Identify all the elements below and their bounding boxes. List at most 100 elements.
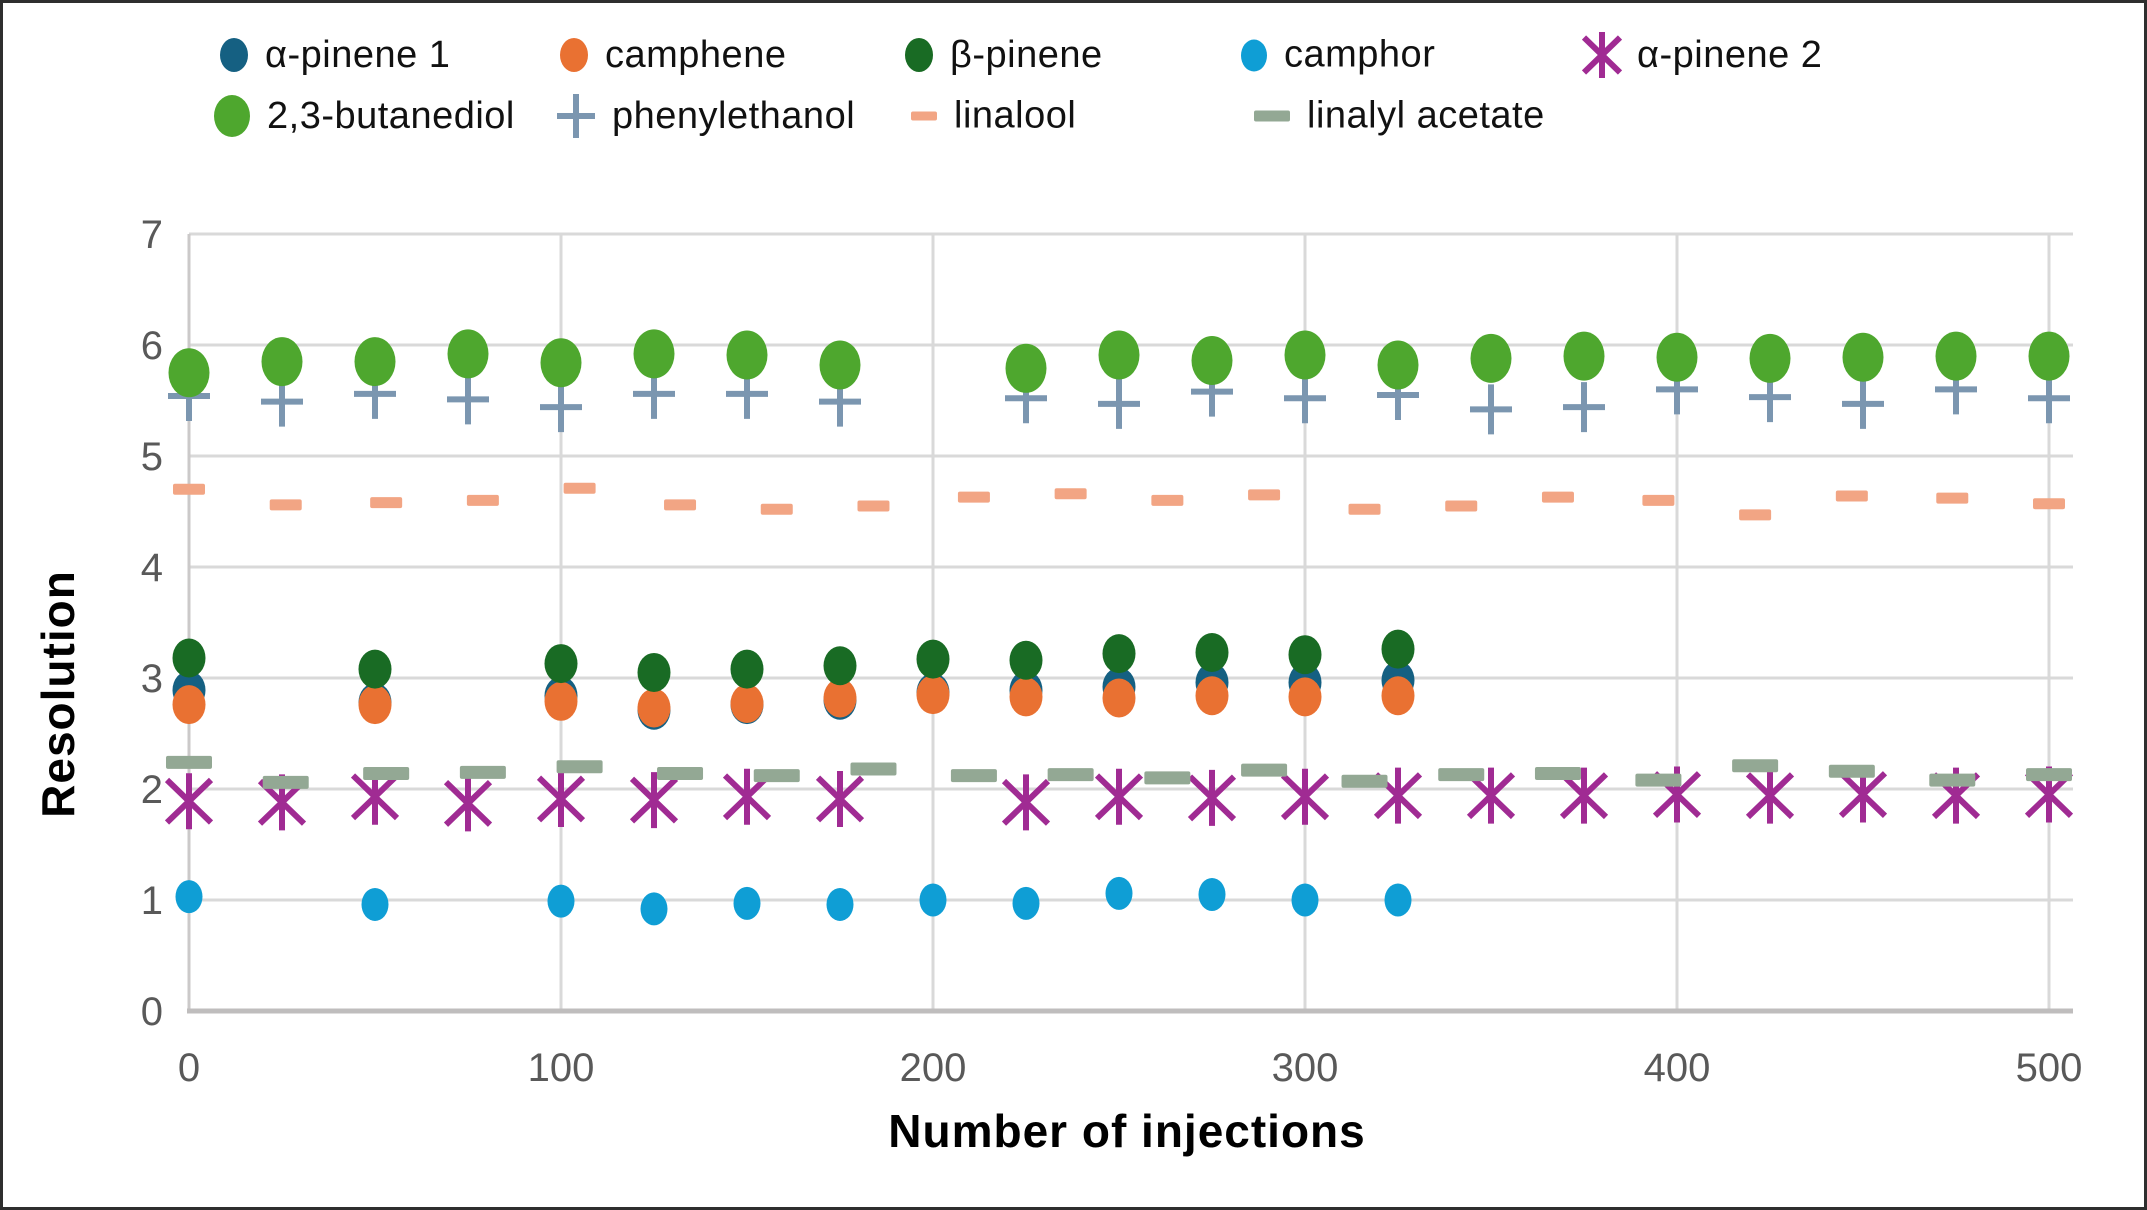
marker-linalyl acetate (1732, 759, 1779, 773)
marker-2,3-butanediol (1563, 331, 1605, 381)
legend-item-phenylethanol: phenylethanol (553, 89, 855, 143)
marker-linalool (173, 483, 205, 495)
marker-linalool (1936, 492, 1969, 504)
marker-2,3-butanediol (1377, 340, 1419, 390)
marker-linalyl acetate (262, 775, 309, 789)
marker-linalool (1248, 489, 1281, 501)
marker-phenylethanol (557, 94, 595, 138)
marker-phenylethanol (2028, 373, 2070, 424)
legend-marker-2,3-butanediol (214, 95, 250, 137)
marker-α-pinene 2 (1094, 768, 1144, 825)
legend-item-α-pinene 1: α-pinene 1 (216, 33, 450, 77)
marker-2,3-butanediol (726, 330, 768, 380)
marker-phenylethanol (1563, 382, 1605, 433)
marker-linalyl acetate (459, 765, 506, 779)
marker-α-pinene 2 (1581, 32, 1623, 78)
marker-camphene (1195, 676, 1229, 716)
marker-camphene (730, 684, 764, 724)
marker-β-pinene (1288, 635, 1322, 675)
marker-camphor (919, 883, 947, 917)
marker-α-pinene 2 (1280, 768, 1330, 825)
marker-linalyl acetate (166, 755, 212, 769)
marker-2,3-butanediol (633, 329, 675, 379)
legend-label: linalool (954, 94, 1077, 137)
legend-marker-α-pinene 1 (220, 38, 248, 72)
marker-camphor (1198, 877, 1226, 911)
x-tick-label: 0 (178, 1046, 200, 1090)
marker-β-pinene (358, 649, 392, 689)
marker-2,3-butanediol (2028, 331, 2070, 381)
marker-α-pinene 2 (815, 770, 865, 827)
marker-α-pinene 2 (1745, 767, 1795, 824)
marker-linalool (269, 499, 302, 511)
series-2,3-butanediol (168, 329, 2070, 398)
marker-camphene (916, 675, 950, 715)
marker-linalool (957, 491, 990, 503)
marker-camphor (1105, 876, 1133, 910)
y-axis-title: Resolution (32, 570, 84, 818)
marker-2,3-butanediol (354, 337, 396, 387)
legend-label: β-pinene (950, 33, 1103, 76)
marker-linalool (664, 499, 697, 511)
marker-phenylethanol (447, 374, 489, 425)
x-tick-label: 300 (1272, 1046, 1339, 1090)
marker-2,3-butanediol (1098, 330, 1140, 380)
marker-camphor (1012, 886, 1040, 920)
marker-2,3-butanediol (1191, 336, 1233, 386)
y-tick-label: 3 (141, 657, 163, 701)
series-linalyl acetate (166, 755, 2072, 789)
marker-linalool (370, 497, 403, 509)
marker-β-pinene (730, 649, 764, 689)
marker-linalyl acetate (363, 766, 410, 780)
marker-α-pinene 2 (164, 773, 214, 830)
legend-marker-camphor (1241, 39, 1267, 71)
marker-camphene (823, 678, 857, 718)
marker-linalyl acetate (850, 762, 897, 776)
marker-α-pinene 1 (220, 38, 248, 72)
y-tick-label: 5 (141, 435, 163, 479)
marker-linalyl acetate (1438, 768, 1485, 782)
marker-camphene (358, 685, 392, 725)
legend-marker-linalool (911, 111, 937, 121)
y-tick-label: 0 (141, 990, 163, 1034)
plot-area: 0 1 2 3 4 5 6 7 0 100 200 300 400 500 (141, 213, 2083, 1090)
marker-2,3-butanediol (1749, 333, 1791, 383)
marker-linalool (1151, 494, 1184, 506)
marker-2,3-butanediol (1842, 332, 1884, 382)
marker-2,3-butanediol (1935, 331, 1977, 381)
legend-item-β-pinene: β-pinene (901, 33, 1103, 77)
legend-marker-camphene (560, 38, 588, 72)
series-phenylethanol (168, 364, 2070, 435)
marker-linalyl acetate (657, 766, 704, 780)
marker-linalyl acetate (1254, 110, 1290, 122)
marker-β-pinene (172, 638, 206, 678)
marker-linalyl acetate (950, 769, 997, 783)
marker-camphor (733, 886, 761, 920)
marker-β-pinene (916, 639, 950, 679)
marker-phenylethanol (1284, 373, 1326, 424)
legend-marker-α-pinene 2 (1581, 32, 1623, 78)
x-tick-label: 200 (900, 1046, 967, 1090)
marker-β-pinene (823, 646, 857, 686)
marker-linalool (563, 482, 596, 494)
marker-β-pinene (1195, 632, 1229, 672)
marker-linalool (760, 503, 793, 515)
marker-linalool (1445, 500, 1478, 512)
marker-camphene (1102, 678, 1136, 718)
marker-camphor (175, 880, 203, 914)
x-axis-title: Number of injections (888, 1105, 1366, 1157)
legend-label: camphor (1284, 33, 1436, 76)
chart-legend: α-pinene 1 camphene β-pinene camphor α-pinen… (3, 3, 2144, 173)
series-α-pinene 2 (164, 766, 2074, 832)
marker-phenylethanol (1470, 384, 1512, 435)
marker-linalyl acetate (1635, 773, 1682, 787)
marker-linalyl acetate (1929, 773, 1976, 787)
marker-α-pinene 2 (536, 770, 586, 827)
marker-linalyl acetate (556, 760, 603, 774)
legend-label: α-pinene 2 (1637, 33, 1823, 76)
marker-α-pinene 2 (1187, 769, 1237, 826)
legend-label: 2,3-butanediol (267, 94, 515, 137)
legend-label: linalyl acetate (1307, 94, 1545, 137)
marker-camphor (640, 892, 668, 926)
marker-linalool (466, 494, 499, 506)
